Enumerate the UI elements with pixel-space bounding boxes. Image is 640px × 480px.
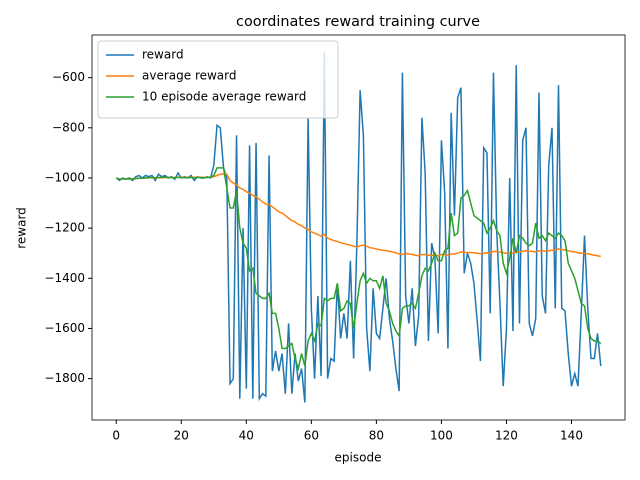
legend-box: [97, 40, 339, 119]
chart-title: coordinates reward training curve: [236, 14, 480, 30]
x-tick-label: 100: [430, 429, 453, 443]
y-tick-label: −1400: [44, 271, 85, 285]
legend-label: 10 episode average reward: [142, 90, 306, 104]
y-tick-label: −1800: [44, 371, 85, 385]
line-series: [115, 167, 602, 372]
legend-label: reward: [142, 48, 184, 62]
x-tick-label: 20: [174, 429, 189, 443]
x-axis-label: episode: [335, 451, 382, 465]
y-tick-label: −1200: [44, 221, 85, 235]
x-tick-label: 120: [495, 429, 518, 443]
y-tick-label: −1000: [44, 170, 85, 184]
x-tick-label: 40: [239, 429, 254, 443]
legend-label: average reward: [142, 69, 237, 83]
y-axis-label: reward: [15, 207, 29, 249]
y-tick-label: −1600: [44, 321, 85, 335]
y-tick-label: −800: [52, 120, 85, 134]
x-tick-label: 0: [112, 429, 120, 443]
x-tick-label: 80: [369, 429, 384, 443]
y-tick-label: −600: [52, 70, 85, 84]
plot-frame: [91, 34, 626, 421]
x-tick-label: 140: [560, 429, 583, 443]
x-tick-label: 60: [304, 429, 319, 443]
